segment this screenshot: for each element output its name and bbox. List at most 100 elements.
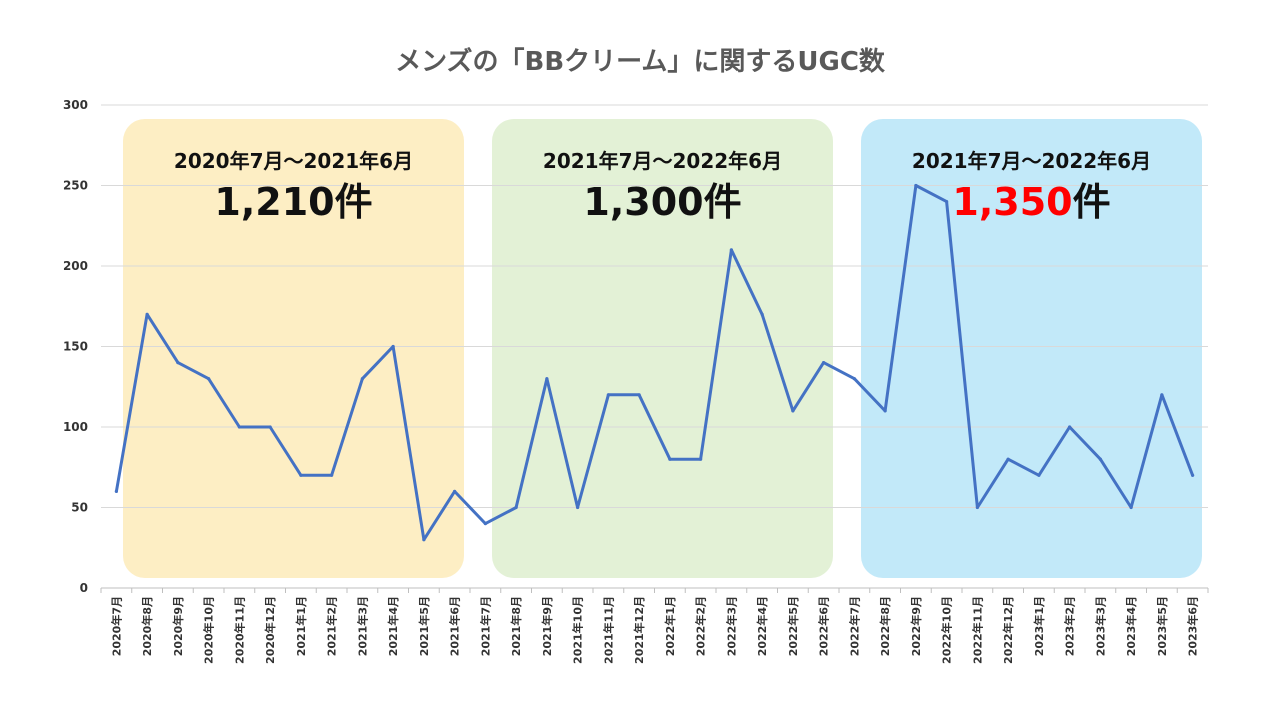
x-tick-label: 2021年6月 <box>448 596 462 656</box>
data-point <box>360 377 364 381</box>
y-tick-label: 0 <box>80 581 88 595</box>
data-point <box>637 393 641 397</box>
x-tick-label: 2023年4月 <box>1124 596 1138 656</box>
data-point <box>729 248 733 252</box>
x-tick-label: 2022年8月 <box>878 596 892 656</box>
period-count-number: 1,210 <box>214 180 334 224</box>
x-tick-label: 2022年4月 <box>755 596 769 656</box>
x-tick-label: 2022年11月 <box>970 596 984 664</box>
period-label-2: 2021年7月～2022年6月 <box>543 149 782 173</box>
data-point <box>668 457 672 461</box>
period-count-number: 1,300 <box>583 180 703 224</box>
data-point <box>268 425 272 429</box>
x-tick-label: 2021年4月 <box>386 596 400 656</box>
x-tick-label: 2022年9月 <box>909 596 923 656</box>
data-point <box>483 522 487 526</box>
x-tick-label: 2022年5月 <box>786 596 800 656</box>
data-point <box>914 183 918 188</box>
data-point <box>945 200 949 204</box>
data-point <box>883 409 887 413</box>
data-point <box>207 377 211 381</box>
x-tick-label: 2021年3月 <box>355 596 369 656</box>
data-point <box>791 409 795 413</box>
y-tick-label: 250 <box>63 179 88 193</box>
x-tick-label: 2021年1月 <box>294 596 308 656</box>
data-point <box>422 538 426 542</box>
series-line-1 <box>114 184 1195 542</box>
period-label-1: 2020年7月～2021年6月 <box>174 149 413 173</box>
data-point <box>975 505 979 510</box>
x-tick-label: 2022年6月 <box>817 596 831 656</box>
data-point <box>1191 473 1195 477</box>
period-count-unit: 件 <box>704 180 742 224</box>
x-tick-label: 2022年12月 <box>1001 596 1015 664</box>
x-tick-label: 2020年10月 <box>202 596 216 664</box>
period-labels: 2020年7月～2021年6月1,210件2021年7月～2022年6月1,30… <box>174 149 1151 224</box>
data-point <box>699 457 703 461</box>
y-tick-label: 200 <box>63 259 88 273</box>
data-point <box>453 489 457 493</box>
data-point <box>1037 473 1041 477</box>
period-count-number: 1,350 <box>952 180 1072 224</box>
x-tick-label: 2021年8月 <box>509 596 523 656</box>
data-point <box>391 344 395 349</box>
y-tick-label: 150 <box>63 340 88 354</box>
x-tick-label: 2020年7月 <box>109 596 123 656</box>
data-point <box>1006 457 1010 461</box>
x-tick-label: 2022年1月 <box>663 596 677 656</box>
data-point <box>1098 457 1102 461</box>
x-tick-label: 2023年6月 <box>1186 596 1200 656</box>
x-axis: 2020年7月 2020年8月 2020年9月 2020年10月 2020年11月 202… <box>100 588 1209 664</box>
period-count-unit: 件 <box>1073 180 1111 224</box>
data-point <box>760 312 764 316</box>
period-count-3: 1,350件 <box>952 180 1110 224</box>
y-tick-label: 300 <box>63 98 88 112</box>
period-count-1: 1,210件 <box>214 180 372 224</box>
data-point <box>299 473 303 477</box>
data-point <box>576 505 580 510</box>
x-tick-label: 2020年11月 <box>232 596 246 664</box>
period-label-3: 2021年7月～2022年6月 <box>912 149 1151 173</box>
data-point <box>1160 393 1164 397</box>
x-tick-label: 2022年2月 <box>694 596 708 656</box>
data-point <box>145 312 149 316</box>
x-tick-label: 2021年9月 <box>540 596 554 656</box>
x-tick-label: 2022年10月 <box>940 596 954 664</box>
data-point <box>176 361 180 365</box>
x-tick-label: 2020年9月 <box>171 596 185 656</box>
x-tick-label: 2022年3月 <box>724 596 738 656</box>
period-band-2 <box>492 119 833 578</box>
x-tick-label: 2023年5月 <box>1155 596 1169 656</box>
x-tick-label: 2022年7月 <box>847 596 861 656</box>
data-point <box>330 473 334 477</box>
data-point <box>606 393 610 397</box>
period-band-3 <box>861 119 1202 578</box>
period-count-unit: 件 <box>335 180 373 224</box>
period-band-1 <box>123 119 464 578</box>
x-tick-label: 2023年2月 <box>1063 596 1077 656</box>
chart-title: メンズの「BBクリーム」に関するUGC数 <box>395 46 886 77</box>
data-point <box>822 361 826 365</box>
x-tick-label: 2023年3月 <box>1093 596 1107 656</box>
y-tick-label: 100 <box>63 420 88 434</box>
data-point <box>237 425 241 429</box>
x-tick-label: 2020年12月 <box>263 596 277 664</box>
y-tick-label: 50 <box>71 501 88 515</box>
data-point <box>1068 425 1072 429</box>
x-tick-label: 2020年8月 <box>140 596 154 656</box>
x-tick-label: 2023年1月 <box>1032 596 1046 656</box>
data-point <box>1129 505 1133 510</box>
data-point <box>114 489 118 493</box>
y-axis: 0 50 100 150 200 250 300 <box>63 98 88 595</box>
x-tick-label: 2021年11月 <box>601 596 615 664</box>
x-tick-label: 2021年2月 <box>325 596 339 656</box>
x-tick-label: 2021年10月 <box>571 596 585 664</box>
x-tick-label: 2021年12月 <box>632 596 646 664</box>
x-tick-label: 2021年5月 <box>417 596 431 656</box>
period-bands <box>123 119 1202 578</box>
period-count-2: 1,300件 <box>583 180 741 224</box>
data-point <box>852 377 856 381</box>
series-layer <box>114 183 1195 542</box>
data-point <box>545 377 549 381</box>
